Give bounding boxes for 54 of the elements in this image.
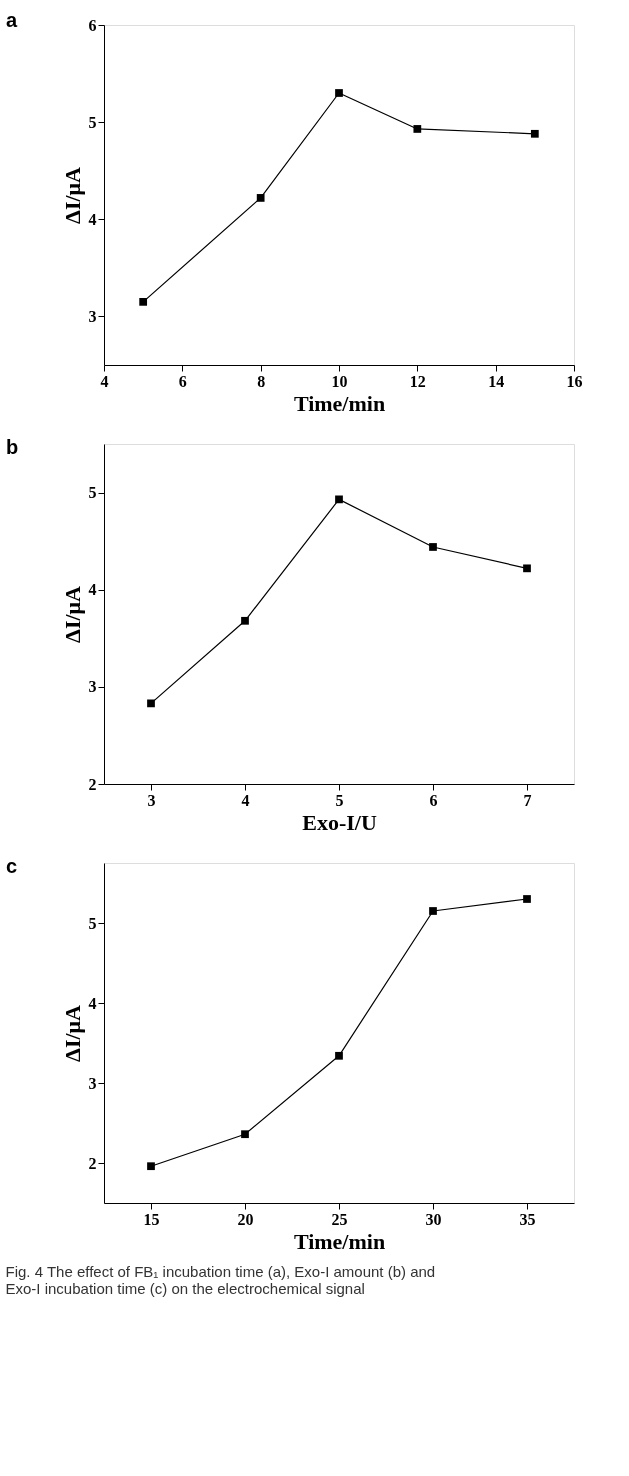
x-axis-title: Exo-I/U (302, 809, 377, 835)
y-tick-label: 6 (88, 16, 97, 34)
x-tick-label: 8 (257, 372, 266, 390)
x-tick-label: 35 (519, 1210, 536, 1228)
point (241, 616, 249, 625)
x-tick-label: 6 (429, 791, 438, 809)
x-tick-label: 12 (409, 372, 426, 390)
y-tick-label: 5 (88, 484, 97, 502)
y-tick-label: 3 (88, 678, 97, 696)
chart-title: c (6, 855, 18, 877)
point (429, 907, 437, 915)
x-tick-label: 3 (147, 791, 156, 809)
x-tick-label: 5 (335, 791, 344, 809)
x-tick-label: 30 (425, 1210, 442, 1228)
point (413, 125, 422, 133)
point (429, 543, 437, 551)
y-tick-label: 4 (88, 210, 97, 228)
point (523, 895, 531, 903)
x-tick-label: 20 (237, 1210, 254, 1228)
x-tick-label: 4 (241, 791, 250, 809)
point (147, 699, 155, 708)
chart-title: b (6, 436, 19, 458)
caption: Fig. 4 The effect of FB₁ incubation time (a), Exo-I amount (b) and Exo-I incubation time (c) on the electrochemical signal (5, 1262, 436, 1297)
y-axis-title: ΔI/μA (59, 585, 85, 643)
point (335, 89, 343, 97)
point (335, 1051, 343, 1060)
y-tick-label: 4 (88, 994, 97, 1012)
point (530, 129, 539, 138)
y-tick-label: 3 (88, 307, 97, 325)
x-tick-label: 4 (100, 372, 109, 390)
point (241, 1130, 249, 1139)
y-tick-label: 5 (88, 113, 97, 131)
y-axis-title: ΔI/μA (59, 166, 85, 224)
point (256, 194, 265, 202)
chart-title: a (6, 9, 18, 31)
x-tick-label: 7 (523, 791, 532, 809)
x-tick-label: 25 (331, 1210, 348, 1228)
point (335, 495, 343, 504)
y-tick-label: 2 (88, 1154, 97, 1172)
x-tick-label: 15 (143, 1210, 160, 1228)
x-tick-label: 14 (488, 372, 505, 390)
y-tick-label: 3 (88, 1074, 97, 1092)
x-tick-label: 10 (331, 372, 348, 390)
x-tick-label: 16 (566, 372, 583, 390)
point (523, 564, 531, 573)
y-tick-label: 4 (88, 581, 97, 599)
point (147, 1162, 155, 1171)
x-tick-label: 6 (178, 372, 187, 390)
x-axis-title: Time/min (293, 390, 386, 416)
x-axis-title: Time/min (293, 1228, 386, 1254)
point (139, 297, 148, 306)
y-axis-title: ΔI/μA (59, 1004, 85, 1062)
y-tick-label: 5 (88, 914, 97, 932)
y-tick-label: 2 (88, 775, 97, 793)
